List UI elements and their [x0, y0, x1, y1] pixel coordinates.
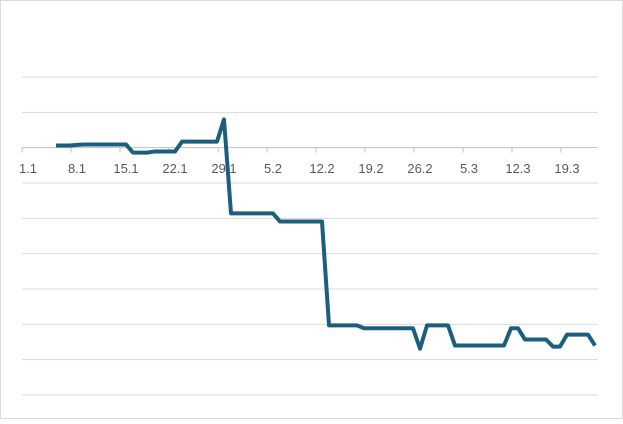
x-tick-label: 26.2 — [407, 161, 432, 176]
x-tick-label: 19.3 — [554, 161, 579, 176]
x-tick-label: 15.1 — [113, 161, 138, 176]
x-tick-label: 1.1 — [19, 161, 37, 176]
x-tick-label: 8.1 — [68, 161, 86, 176]
x-tick-label: 12.2 — [309, 161, 334, 176]
x-tick-label: 5.2 — [264, 161, 282, 176]
x-tick-label: 22.1 — [162, 161, 187, 176]
x-tick-label: 19.2 — [358, 161, 383, 176]
x-tick-label: 29.1 — [211, 161, 236, 176]
x-tick-label: 5.3 — [460, 161, 478, 176]
data-line — [56, 117, 597, 351]
x-tick-label: 12.3 — [505, 161, 530, 176]
